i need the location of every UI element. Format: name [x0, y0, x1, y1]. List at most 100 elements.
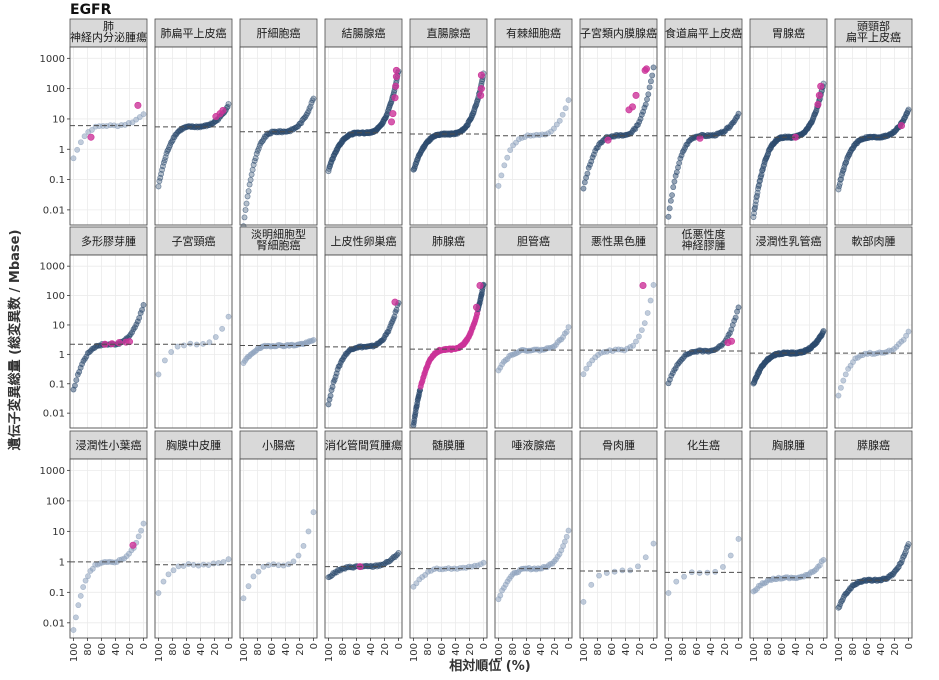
data-point: [897, 560, 904, 567]
facet-panel: 食道扁平上皮癌: [664, 18, 743, 226]
data-point: [642, 101, 649, 108]
facet-panel: 軟部肉腫: [834, 226, 913, 429]
panel-border: [409, 46, 488, 226]
panel-border: [494, 46, 573, 226]
egfr-mutant-point: [387, 118, 395, 126]
data-point: [77, 592, 84, 599]
egfr-mutant-point: [391, 298, 399, 306]
facet-strip: [579, 18, 658, 48]
facet-label: 肺: [103, 20, 114, 33]
panel-border: [409, 254, 488, 429]
x-tick-label: 60: [97, 643, 108, 656]
data-point: [498, 172, 505, 179]
data-point: [649, 72, 656, 79]
data-point: [300, 542, 307, 549]
x-tick-label: 0: [394, 643, 405, 649]
x-axis-title: 相対順位 (%): [449, 658, 530, 674]
data-point: [732, 314, 739, 321]
panel-background: [835, 459, 912, 638]
chart-title: EGFR: [70, 2, 112, 18]
facet-panels: 肺神経内分泌腫瘍0.010.11101001000肺扁平上皮癌 肝細胞癌 結腸腺癌直…: [40, 18, 915, 662]
x-tick-label: 0: [734, 643, 745, 649]
facet-label: 胸腺腫: [772, 438, 805, 452]
facet-panel: 骨肉腫 100 80 60 40 20 0: [579, 430, 660, 662]
panel-border: [494, 458, 573, 639]
data-point: [667, 197, 674, 204]
y-tick-label: 10: [52, 320, 65, 331]
facet-panel: 髄膜腫 100 80 60 40 20 0: [409, 430, 490, 662]
x-tick-label: 0: [224, 643, 235, 649]
panel-border: [579, 46, 658, 226]
data-point: [630, 342, 636, 349]
x-tick-label: 100: [69, 643, 80, 662]
data-point: [81, 133, 88, 140]
facet-label: 胃腺癌: [772, 26, 805, 40]
data-point: [219, 325, 226, 332]
facet-label: 神経膠腫: [682, 238, 726, 252]
data-point: [905, 106, 912, 113]
data-point: [650, 282, 657, 288]
y-tick-label: 0.1: [49, 588, 65, 599]
panel-border: [154, 254, 233, 429]
data-point: [580, 371, 587, 378]
panel-border: [69, 458, 148, 639]
x-tick-label: 60: [522, 643, 533, 656]
data-point: [619, 567, 626, 574]
x-tick-label: 100: [154, 643, 165, 662]
data-point: [280, 562, 287, 569]
facet-strip: [664, 18, 743, 48]
facet-panel: 胆管癌: [494, 226, 573, 429]
data-point: [727, 552, 734, 559]
y-tick-label: 1: [59, 145, 65, 156]
data-point: [735, 304, 742, 311]
data-point: [325, 401, 332, 408]
facet-panel: 結腸腺癌: [324, 18, 403, 226]
egfr-mutant-point: [639, 282, 647, 290]
data-point: [565, 97, 572, 104]
x-tick-label: 40: [281, 643, 292, 656]
data-point: [647, 297, 654, 304]
egfr-mutant-point: [477, 91, 485, 99]
panel-background: [410, 459, 487, 638]
data-point: [72, 382, 78, 389]
facet-label: 肺腺癌: [432, 234, 465, 248]
data-point: [673, 169, 680, 176]
panel-border: [324, 254, 403, 429]
data-point: [835, 392, 842, 399]
facet-panel: 有棘細胞癌: [494, 18, 573, 226]
x-tick-label: 80: [83, 643, 94, 656]
facet-label: 結腸腺癌: [342, 26, 386, 40]
x-tick-label: 80: [678, 643, 689, 656]
panel-border: [69, 254, 148, 429]
facet-label: 多形膠芽腫: [81, 234, 136, 248]
facet-label: 浸潤性乳管癌: [756, 234, 822, 248]
data-point: [735, 536, 742, 542]
facet-panel: 消化管間質腫瘍 100 80 60 40 20 0: [324, 430, 405, 662]
data-point: [270, 561, 277, 568]
x-tick-label: 0: [139, 643, 150, 649]
x-tick-label: 40: [876, 643, 887, 656]
data-point: [225, 556, 232, 563]
data-point: [563, 329, 570, 335]
x-tick-label: 100: [834, 643, 845, 662]
data-point: [497, 592, 504, 599]
x-tick-label: 60: [352, 643, 363, 656]
data-point: [252, 155, 259, 162]
data-point: [295, 552, 302, 559]
data-point: [636, 333, 642, 340]
data-point: [248, 171, 255, 178]
y-tick-label: 1000: [40, 262, 65, 273]
data-point: [896, 561, 903, 567]
data-point: [480, 559, 487, 566]
data-point: [140, 111, 147, 118]
panel-background: [750, 459, 827, 638]
data-point: [155, 183, 162, 190]
data-point: [641, 320, 648, 327]
data-point: [70, 155, 77, 162]
data-point: [285, 561, 292, 568]
x-tick-label: 80: [763, 643, 774, 656]
data-point: [413, 580, 420, 587]
facet-label: 低悪性度: [682, 227, 726, 241]
